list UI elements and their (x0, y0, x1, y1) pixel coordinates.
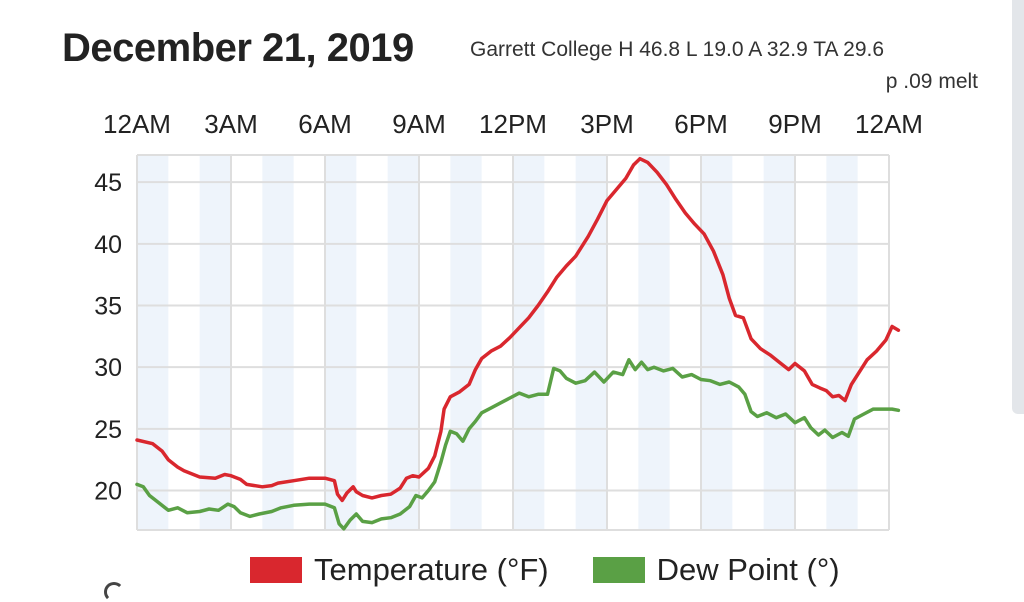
dew-point-swatch (592, 557, 645, 583)
hour-band (325, 155, 357, 530)
partial-icon (104, 582, 124, 602)
legend-label-dew-point: Dew Point (°) (656, 552, 840, 587)
x-tick-label: 6PM (674, 109, 727, 139)
x-tick-label: 9AM (392, 109, 445, 139)
date-title: December 21, 2019 (62, 26, 414, 70)
x-tick-label: 9PM (768, 109, 821, 139)
y-tick-label: 35 (94, 292, 122, 320)
x-tick-label: 12AM (103, 109, 171, 139)
scrollbar[interactable] (1012, 0, 1024, 414)
hour-band (387, 155, 419, 530)
y-tick-label: 40 (94, 231, 122, 259)
y-tick-label: 20 (94, 478, 122, 506)
x-tick-label: 3AM (204, 109, 257, 139)
y-tick-label: 30 (94, 354, 122, 382)
dew-point-line (135, 358, 901, 531)
y-tick-label: 45 (94, 169, 122, 197)
hour-band (701, 155, 733, 530)
hour-band (450, 155, 482, 530)
legend-item-temperature[interactable]: Temperature (°F) (250, 552, 549, 588)
weather-chart: 45 40 35 30 25 20 12AM 3AM 6AM 9AM 12PM 3PM 6PM 9PM 12… (94, 109, 923, 531)
hour-band (262, 155, 294, 530)
station-summary-precip: p .09 melt (885, 70, 978, 93)
legend-label-temperature: Temperature (°F) (314, 552, 549, 587)
hour-band (826, 155, 858, 530)
legend-item-dew-point[interactable]: Dew Point (°) (592, 552, 840, 588)
hour-band (199, 155, 231, 530)
hour-band (638, 155, 670, 530)
hour-band (575, 155, 607, 530)
chart-legend: Temperature (°F) Dew Point (°) (250, 552, 884, 588)
x-tick-label: 12AM (855, 109, 923, 139)
x-tick-label: 6AM (298, 109, 351, 139)
station-summary: Garrett College H 46.8 L 19.0 A 32.9 TA … (470, 38, 885, 61)
temperature-line (135, 156, 901, 503)
temperature-swatch (250, 557, 302, 583)
hour-band (763, 155, 795, 530)
hour-band (137, 155, 169, 530)
hour-band (513, 155, 545, 530)
y-tick-label: 25 (94, 416, 122, 444)
x-tick-label: 3PM (580, 109, 633, 139)
x-tick-label: 12PM (479, 109, 547, 139)
